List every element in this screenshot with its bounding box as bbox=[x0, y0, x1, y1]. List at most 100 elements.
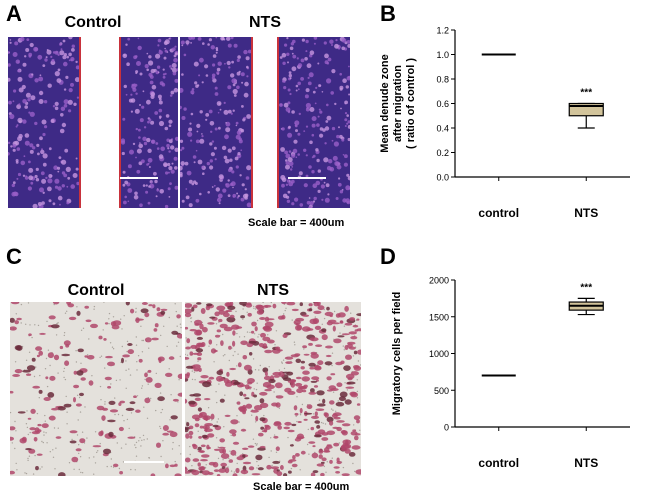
cell-speck bbox=[34, 78, 39, 83]
cell-speck bbox=[38, 90, 44, 96]
migrated-cell bbox=[125, 302, 130, 306]
migrated-cell bbox=[158, 357, 162, 364]
cell-speck bbox=[59, 43, 62, 46]
migrated-cell bbox=[63, 340, 71, 346]
membrane-pore bbox=[344, 382, 346, 384]
membrane-pore bbox=[175, 310, 177, 313]
cell-speck bbox=[150, 92, 156, 97]
cell-speck bbox=[238, 137, 242, 141]
cell-speck bbox=[225, 127, 231, 133]
membrane-pore bbox=[174, 303, 176, 305]
cell-speck bbox=[68, 52, 72, 57]
migrated-cell bbox=[214, 311, 220, 317]
migrated-cell bbox=[198, 412, 203, 419]
membrane-pore bbox=[88, 457, 91, 459]
migrated-cell bbox=[170, 415, 178, 420]
y-tick-label: 0.0 bbox=[436, 173, 449, 183]
migrated-cell bbox=[156, 307, 161, 312]
cell-speck bbox=[149, 183, 155, 189]
migrated-cell bbox=[326, 306, 330, 311]
migrated-cell bbox=[343, 365, 351, 371]
cell-speck bbox=[167, 187, 171, 191]
cell-speck bbox=[166, 51, 169, 53]
cell-speck bbox=[61, 159, 67, 165]
migrated-cell bbox=[333, 442, 340, 447]
cell-speck bbox=[8, 100, 12, 105]
migrated-cell bbox=[348, 331, 357, 335]
membrane-pore bbox=[104, 401, 106, 403]
cell-speck bbox=[236, 153, 242, 159]
migrated-cell bbox=[129, 401, 136, 405]
migrated-cell bbox=[200, 459, 208, 462]
cell-speck bbox=[312, 90, 316, 94]
migrated-cell bbox=[243, 393, 247, 397]
cell-speck bbox=[172, 67, 177, 73]
membrane-pore bbox=[139, 437, 141, 439]
membrane-pore bbox=[342, 345, 344, 347]
cell-speck bbox=[214, 158, 217, 161]
cell-speck bbox=[133, 195, 139, 200]
migrated-cell bbox=[185, 357, 190, 360]
membrane-pore bbox=[29, 324, 31, 326]
migrated-cell bbox=[331, 413, 338, 418]
migrated-cell bbox=[48, 315, 56, 320]
cell-speck bbox=[287, 157, 293, 163]
migrated-cell bbox=[227, 305, 236, 310]
migrated-cell bbox=[310, 472, 316, 476]
cell-speck bbox=[193, 61, 199, 67]
cell-speck bbox=[190, 112, 194, 116]
migrated-cell bbox=[350, 392, 358, 398]
cell-speck bbox=[327, 193, 330, 196]
migrated-cell bbox=[274, 421, 281, 425]
migrated-cell bbox=[335, 471, 340, 474]
cell-speck bbox=[28, 167, 34, 173]
cell-speck bbox=[9, 41, 12, 44]
cell-speck bbox=[324, 53, 329, 59]
cell-speck bbox=[306, 63, 312, 69]
cell-speck bbox=[63, 173, 68, 178]
transwell-image-control bbox=[10, 302, 182, 476]
membrane-pore bbox=[34, 324, 36, 326]
membrane-pore bbox=[34, 454, 36, 457]
cell-speck bbox=[171, 63, 177, 68]
migrated-cell bbox=[263, 375, 271, 381]
cell-speck bbox=[201, 165, 205, 169]
cell-speck bbox=[331, 139, 334, 142]
membrane-pore bbox=[285, 307, 287, 309]
migrated-cell bbox=[318, 454, 323, 459]
cell-speck bbox=[29, 143, 34, 148]
membrane-pore bbox=[138, 440, 140, 442]
cell-speck bbox=[318, 108, 321, 111]
cell-speck bbox=[48, 199, 52, 203]
migrated-cell bbox=[324, 412, 329, 418]
cell-speck bbox=[63, 104, 68, 108]
migrated-cell bbox=[223, 312, 230, 318]
migrated-cell bbox=[339, 391, 348, 398]
cell-speck bbox=[216, 67, 221, 72]
cell-speck bbox=[41, 119, 47, 125]
migrated-cell bbox=[295, 376, 302, 380]
cell-speck bbox=[286, 52, 290, 56]
membrane-pore bbox=[141, 339, 143, 342]
migrated-cell bbox=[242, 404, 247, 410]
cell-speck bbox=[185, 188, 188, 190]
cell-speck bbox=[121, 151, 125, 156]
membrane-pore bbox=[242, 308, 244, 310]
cell-speck bbox=[148, 185, 151, 188]
cell-speck bbox=[28, 175, 34, 181]
cell-speck bbox=[47, 186, 52, 192]
cell-speck bbox=[127, 164, 132, 169]
cell-speck bbox=[336, 134, 340, 139]
migrated-cell bbox=[160, 310, 166, 315]
cell-speck bbox=[146, 163, 149, 166]
membrane-pore bbox=[270, 302, 272, 304]
migrated-cell bbox=[260, 332, 266, 338]
cell-speck bbox=[215, 187, 220, 192]
cell-speck bbox=[158, 108, 163, 113]
cell-speck bbox=[150, 120, 155, 125]
membrane-pore bbox=[258, 333, 260, 336]
migrated-cell bbox=[207, 433, 215, 438]
cell-speck bbox=[313, 37, 318, 40]
cell-speck bbox=[183, 53, 187, 57]
membrane-pore bbox=[112, 348, 115, 350]
